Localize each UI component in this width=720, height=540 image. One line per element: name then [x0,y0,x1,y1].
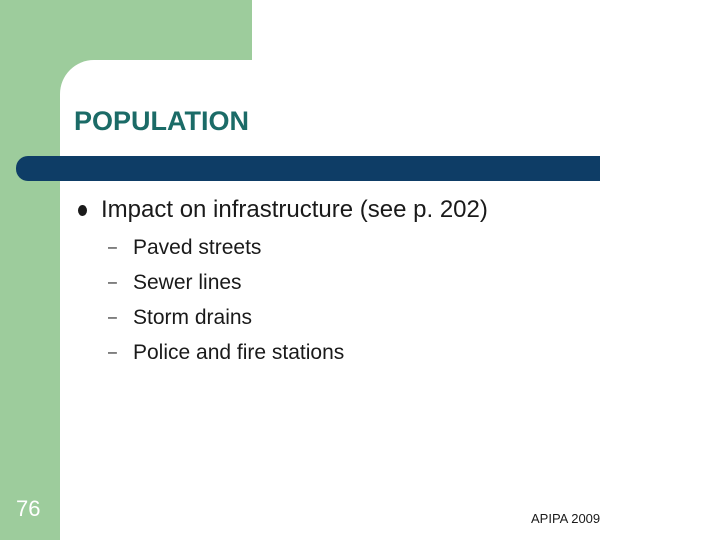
dash-icon: – [108,308,117,326]
sub-bullet-text: Paved streets [133,235,262,259]
bullet-dot-icon [78,205,87,216]
dash-icon: – [108,273,117,291]
dash-icon: – [108,238,117,256]
slide-title: POPULATION [74,106,249,136]
sub-bullet-item: – Paved streets [108,230,344,265]
sub-bullet-item: – Police and fire stations [108,335,344,370]
dash-icon: – [108,343,117,361]
footer-text: APIPA 2009 [531,511,601,526]
sub-bullet-list: – Paved streets – Sewer lines – Storm dr… [108,230,344,370]
content-panel [60,60,720,540]
sub-bullet-item: – Sewer lines [108,265,344,300]
slide-number: 76 [16,496,41,521]
sub-bullet-item: – Storm drains [108,300,344,335]
sub-bullet-text: Storm drains [133,305,253,329]
sub-bullet-text: Police and fire stations [133,340,345,364]
main-bullet-text: Impact on infrastructure (see p. 202) [101,196,488,223]
sub-bullet-text: Sewer lines [133,270,242,294]
main-bullet: Impact on infrastructure (see p. 202) [78,196,488,224]
title-underline-bar [16,156,600,181]
